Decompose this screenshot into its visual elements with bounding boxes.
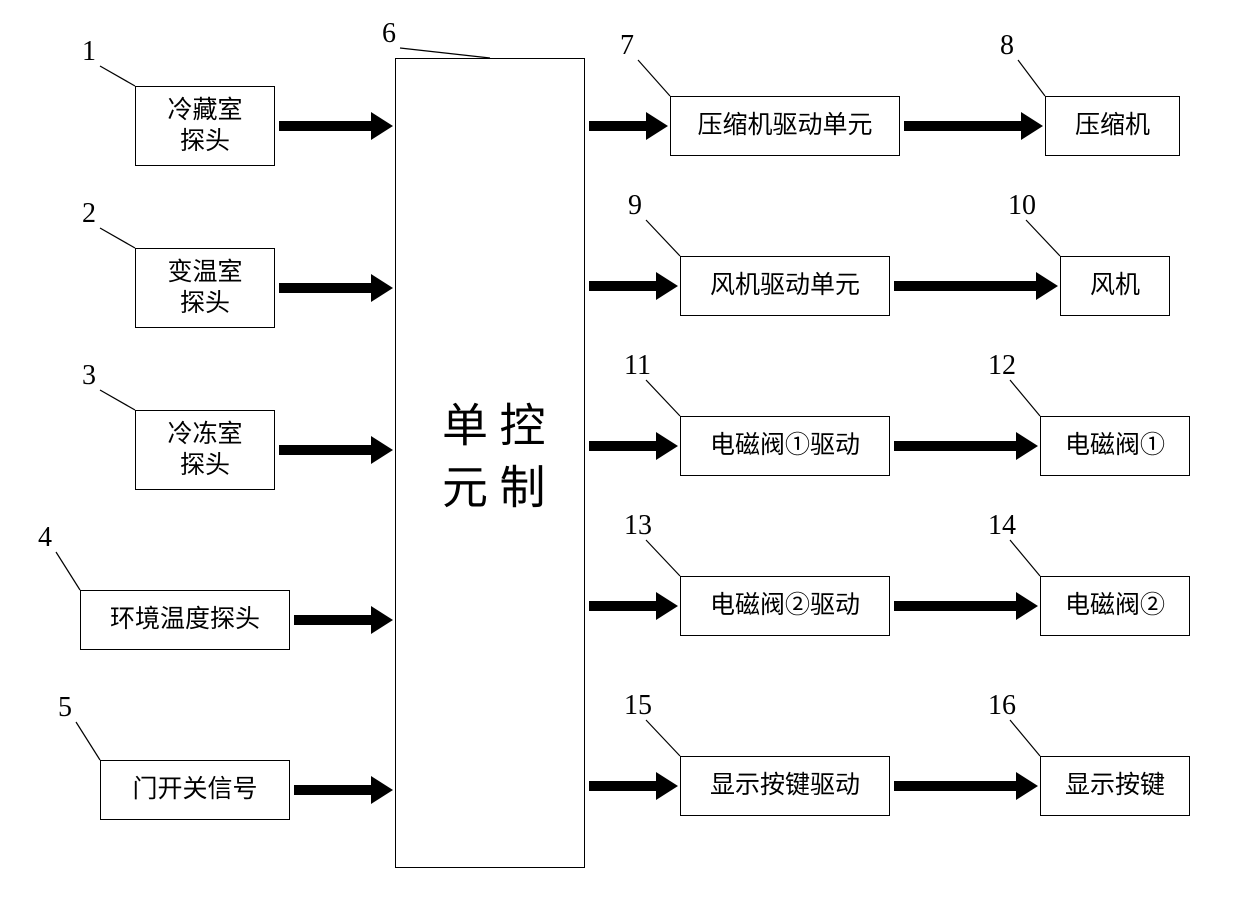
- ref-label-14: 14: [988, 510, 1016, 542]
- valve1-driver: 电磁阀①驱动: [680, 416, 890, 476]
- ref-label-3: 3: [82, 360, 96, 392]
- ref-label-7: 7: [620, 30, 634, 62]
- control-unit: 控制 单元: [395, 58, 585, 868]
- ref-label-8: 8: [1000, 30, 1014, 62]
- probe-vartemp: 变温室 探头: [135, 248, 275, 328]
- probe-fridge: 冷藏室 探头: [135, 86, 275, 166]
- ref-label-5: 5: [58, 692, 72, 724]
- ref-label-12: 12: [988, 350, 1016, 382]
- ref-label-13: 13: [624, 510, 652, 542]
- compressor-driver: 压缩机驱动单元: [670, 96, 900, 156]
- valve1: 电磁阀①: [1040, 416, 1190, 476]
- compressor: 压缩机: [1045, 96, 1180, 156]
- diagram-stage: 控制 单元 6 冷藏室 探头 1 变温室 探头 2 冷冻室 探头 3 环境温度探头 4 门开关信号 5…: [0, 0, 1240, 911]
- ref-label-1: 1: [82, 36, 96, 68]
- ref-label-10: 10: [1008, 190, 1036, 222]
- probe-ambient: 环境温度探头: [80, 590, 290, 650]
- display-key-driver: 显示按键驱动: [680, 756, 890, 816]
- ref-label-6: 6: [382, 18, 396, 50]
- display-key: 显示按键: [1040, 756, 1190, 816]
- fan: 风机: [1060, 256, 1170, 316]
- probe-freezer: 冷冻室 探头: [135, 410, 275, 490]
- ref-label-11: 11: [624, 350, 651, 382]
- ref-label-16: 16: [988, 690, 1016, 722]
- door-signal: 门开关信号: [100, 760, 290, 820]
- ref-label-4: 4: [38, 522, 52, 554]
- valve2-driver: 电磁阀②驱动: [680, 576, 890, 636]
- ref-label-2: 2: [82, 198, 96, 230]
- ref-label-9: 9: [628, 190, 642, 222]
- ref-label-15: 15: [624, 690, 652, 722]
- fan-driver: 风机驱动单元: [680, 256, 890, 316]
- valve2: 电磁阀②: [1040, 576, 1190, 636]
